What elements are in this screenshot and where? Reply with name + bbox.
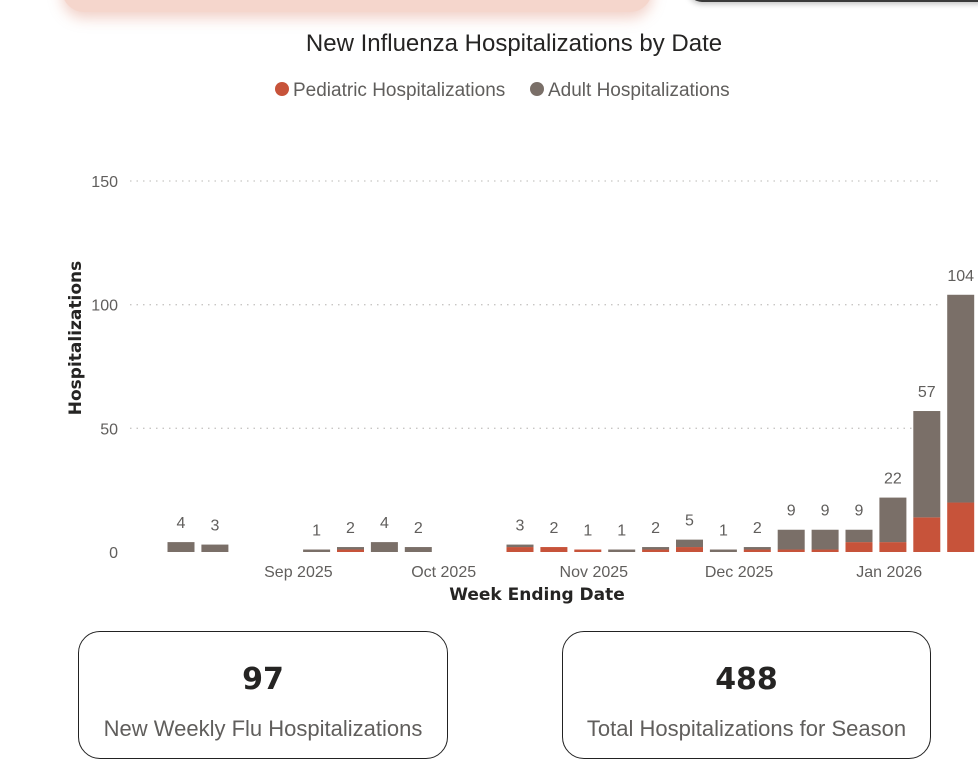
data-label: 4	[380, 515, 389, 532]
top-card-edge-left	[62, 0, 652, 12]
data-label: 3	[516, 518, 525, 535]
x-axis-ticks: Sep 2025 Oct 2025 Nov 2025 Dec 2025 Jan 2026	[264, 564, 922, 581]
bar-pediatric	[506, 547, 534, 552]
bar-adult	[947, 294, 975, 503]
y-tick-label: 0	[109, 545, 118, 562]
data-label: 57	[918, 384, 936, 401]
bar-pediatric	[811, 549, 839, 552]
legend-marker-pediatric	[275, 82, 289, 96]
x-tick-label: Oct 2025	[411, 564, 476, 581]
bar-adult	[879, 497, 907, 543]
data-label: 2	[651, 520, 660, 537]
bar-adult	[370, 542, 398, 552]
bar-pediatric	[676, 547, 703, 552]
bar-pediatric	[743, 549, 771, 552]
bar-adult	[506, 544, 534, 548]
legend-label-pediatric: Pediatric Hospitalizations	[293, 80, 505, 101]
data-label: 2	[414, 520, 423, 537]
bar-pediatric	[777, 549, 805, 552]
weekly-hospitalizations-card: 97 New Weekly Flu Hospitalizations	[78, 631, 448, 759]
x-tick-label: Nov 2025	[560, 564, 629, 581]
x-tick-label: Sep 2025	[264, 564, 333, 581]
weekly-hospitalizations-value: 97	[242, 662, 284, 697]
data-labels: 43124232112512999225710415797	[177, 133, 978, 540]
grid-lines	[130, 180, 940, 429]
x-tick-label: Dec 2025	[705, 564, 774, 581]
bar-adult	[709, 549, 737, 552]
bar-pediatric	[540, 547, 568, 552]
bar-pediatric	[947, 502, 975, 552]
data-label: 22	[884, 471, 902, 488]
bar-pediatric	[879, 542, 907, 552]
chart-legend: Pediatric Hospitalizations Adult Hospita…	[275, 80, 730, 101]
data-label: 104	[947, 268, 974, 285]
bar-adult	[303, 549, 331, 552]
bar-pediatric	[337, 549, 364, 552]
data-label: 2	[346, 520, 355, 537]
data-label-bg	[943, 262, 978, 287]
season-total-label: Total Hospitalizations for Season	[586, 716, 907, 741]
season-total-value: 488	[715, 662, 778, 697]
y-tick-label: 100	[91, 298, 118, 315]
data-label: 1	[583, 523, 592, 540]
weekly-hospitalizations-label: New Weekly Flu Hospitalizations	[103, 716, 423, 741]
bar-adult	[845, 529, 873, 543]
data-label-bg	[909, 379, 944, 404]
bar-adult	[743, 547, 771, 550]
data-label: 1	[312, 523, 321, 540]
data-label: 9	[855, 503, 864, 520]
y-tick-label: 150	[91, 174, 118, 191]
bar-adult	[404, 547, 432, 552]
bar-adult	[913, 411, 941, 518]
y-axis-label: Hospitalizations	[66, 261, 86, 416]
bar-adult	[337, 547, 364, 550]
bar-adult	[777, 529, 805, 550]
legend-label-adult: Adult Hospitalizations	[548, 80, 730, 101]
bar-adult	[608, 549, 636, 552]
y-tick-label: 50	[100, 421, 118, 438]
data-label: 2	[753, 520, 762, 537]
data-label: 1	[617, 523, 626, 540]
data-label: 3	[210, 518, 219, 535]
data-label: 5	[685, 513, 694, 530]
season-total-card: 488 Total Hospitalizations for Season	[562, 631, 931, 759]
data-label: 4	[177, 515, 186, 532]
bar-adult	[676, 539, 703, 548]
legend-marker-adult	[530, 82, 544, 96]
bar-pediatric	[574, 549, 602, 552]
data-label: 9	[821, 503, 830, 520]
bar-pediatric	[845, 542, 873, 552]
data-label: 9	[787, 503, 796, 520]
bar-adult	[642, 547, 670, 550]
bar-pediatric	[913, 517, 941, 552]
bar-pediatric	[642, 549, 670, 552]
x-axis-label: Week Ending Date	[449, 585, 625, 605]
bar-adult	[811, 529, 839, 550]
x-tick-label: Jan 2026	[856, 564, 922, 581]
data-label: 2	[549, 520, 558, 537]
bars	[167, 294, 975, 552]
chart-title: New Influenza Hospitalizations by Date	[306, 30, 722, 57]
data-label: 1	[719, 523, 728, 540]
bar-adult	[167, 542, 195, 552]
y-axis-ticks: 0 50 100 150	[91, 174, 118, 562]
bar-adult	[201, 544, 229, 552]
hospitalizations-chart: New Influenza Hospitalizations by Date P…	[66, 30, 978, 605]
